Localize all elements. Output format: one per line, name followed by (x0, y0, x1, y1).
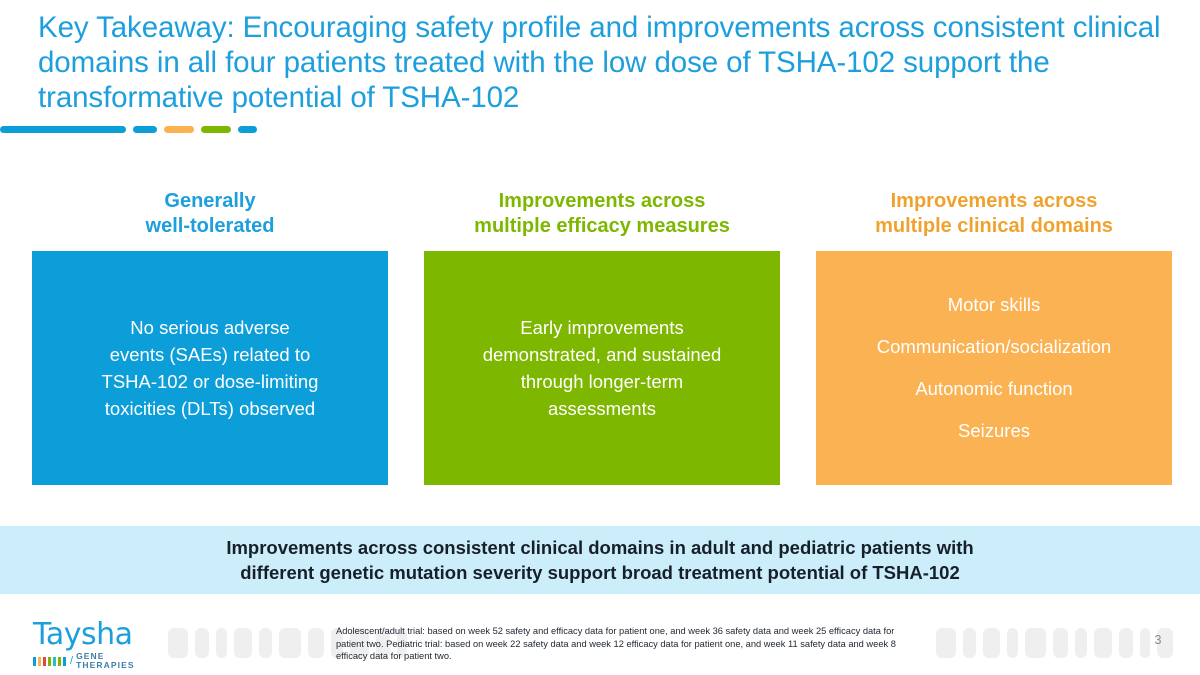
decorative-bar (936, 628, 956, 658)
divider-gap (126, 129, 133, 130)
logo-color-bar (43, 656, 46, 666)
column-heading-line: multiple clinical domains (875, 214, 1113, 237)
logo-color-bars (33, 656, 68, 666)
divider-dash-orange (164, 126, 194, 133)
logo-color-bar (63, 656, 66, 666)
column-heading-line: Improvements across (498, 190, 706, 212)
footnote-text: Adolescent/adult trial: based on week 52… (336, 626, 896, 662)
decorative-bar (1157, 628, 1173, 658)
divider-gap (157, 129, 164, 130)
divider-dash-blue (133, 126, 157, 133)
column-body-line: assessments (548, 398, 656, 419)
column-body-line: through longer-term (520, 371, 684, 392)
decorative-bar (983, 628, 1000, 658)
logo-color-bar (48, 656, 51, 666)
decorative-bar (308, 628, 324, 658)
clinical-domain-item: Seizures (958, 420, 1030, 441)
column-body-line: toxicities (DLTs) observed (104, 398, 316, 419)
decorative-bar (216, 628, 227, 658)
logo-color-bar (58, 656, 61, 666)
decorative-bar (1140, 628, 1150, 658)
decorative-bar (376, 628, 390, 658)
page-number: 3 (1154, 633, 1162, 647)
column-heading-efficacy: Improvements across multiple efficacy mea… (424, 180, 780, 238)
decorative-bar (1007, 628, 1018, 658)
summary-banner: Improvements across consistent clinical … (0, 526, 1200, 594)
column-safety: Generally well-tolerated No serious advers… (32, 180, 388, 485)
divider-bar-long (0, 126, 126, 133)
column-body-line: TSHA-102 or dose-limiting (101, 371, 319, 392)
column-clinical-domains: Improvements across multiple clinical dom… (816, 180, 1172, 485)
column-box-clinical-domains: Motor skills Communication/socialization A… (816, 251, 1172, 485)
divider-gap (231, 129, 238, 130)
divider-dash-blue-2 (238, 126, 257, 133)
decorative-bar (397, 628, 407, 658)
column-box-efficacy: Early improvements demonstrated, and sust… (424, 251, 780, 485)
decorative-bar (1119, 628, 1133, 658)
column-heading-line: well-tolerated (145, 214, 275, 237)
key-takeaway-columns: Generally well-tolerated No serious advers… (32, 180, 1172, 485)
taysha-logo: Taysha / GENE THERAPIES (33, 617, 161, 670)
clinical-domain-item: Communication/socialization (876, 336, 1112, 357)
column-heading-clinical-domains: Improvements across multiple clinical dom… (816, 180, 1172, 238)
logo-tagline: GENE THERAPIES (76, 651, 135, 670)
logo-wordmark: Taysha (33, 617, 133, 652)
logo-slash-icon: / (70, 654, 74, 667)
decorative-bar (195, 628, 209, 658)
decorative-bars-left (168, 628, 414, 658)
decorative-bar (1075, 628, 1087, 658)
summary-banner-line: different genetic mutation severity supp… (240, 562, 960, 583)
decorative-bar (1025, 628, 1046, 658)
title-divider (0, 126, 257, 133)
column-heading-line: Generally (164, 190, 256, 212)
decorative-bar (1094, 628, 1112, 658)
logo-color-bar (53, 656, 56, 666)
column-box-safety: No serious adverse events (SAEs) related … (32, 251, 388, 485)
decorative-bar (279, 628, 301, 658)
column-body-line: Early improvements (520, 317, 684, 338)
decorative-bar (963, 628, 976, 658)
column-heading-line: multiple efficacy measures (474, 214, 730, 237)
column-body-line: No serious adverse (130, 317, 290, 338)
decorative-bar (168, 628, 188, 658)
clinical-domain-item: Motor skills (947, 294, 1041, 315)
column-heading-line: Improvements across (890, 190, 1098, 212)
clinical-domain-item: Autonomic function (915, 378, 1073, 399)
summary-banner-line: Improvements across consistent clinical … (226, 537, 974, 558)
decorative-bar (259, 628, 272, 658)
decorative-bar (331, 628, 343, 658)
logo-color-bar (33, 656, 36, 666)
column-efficacy: Improvements across multiple efficacy mea… (424, 180, 780, 485)
decorative-bar (234, 628, 252, 658)
divider-gap (194, 129, 201, 130)
divider-dash-green (201, 126, 231, 133)
decorative-bar (350, 628, 369, 658)
column-body-line: demonstrated, and sustained (482, 344, 722, 365)
column-body-line: events (SAEs) related to (109, 344, 311, 365)
logo-color-bar (38, 656, 41, 666)
page-title: Key Takeaway: Encouraging safety profile… (38, 11, 1161, 114)
decorative-bar (1053, 628, 1068, 658)
column-heading-safety: Generally well-tolerated (32, 180, 388, 238)
decorative-bars-right (936, 628, 1180, 658)
